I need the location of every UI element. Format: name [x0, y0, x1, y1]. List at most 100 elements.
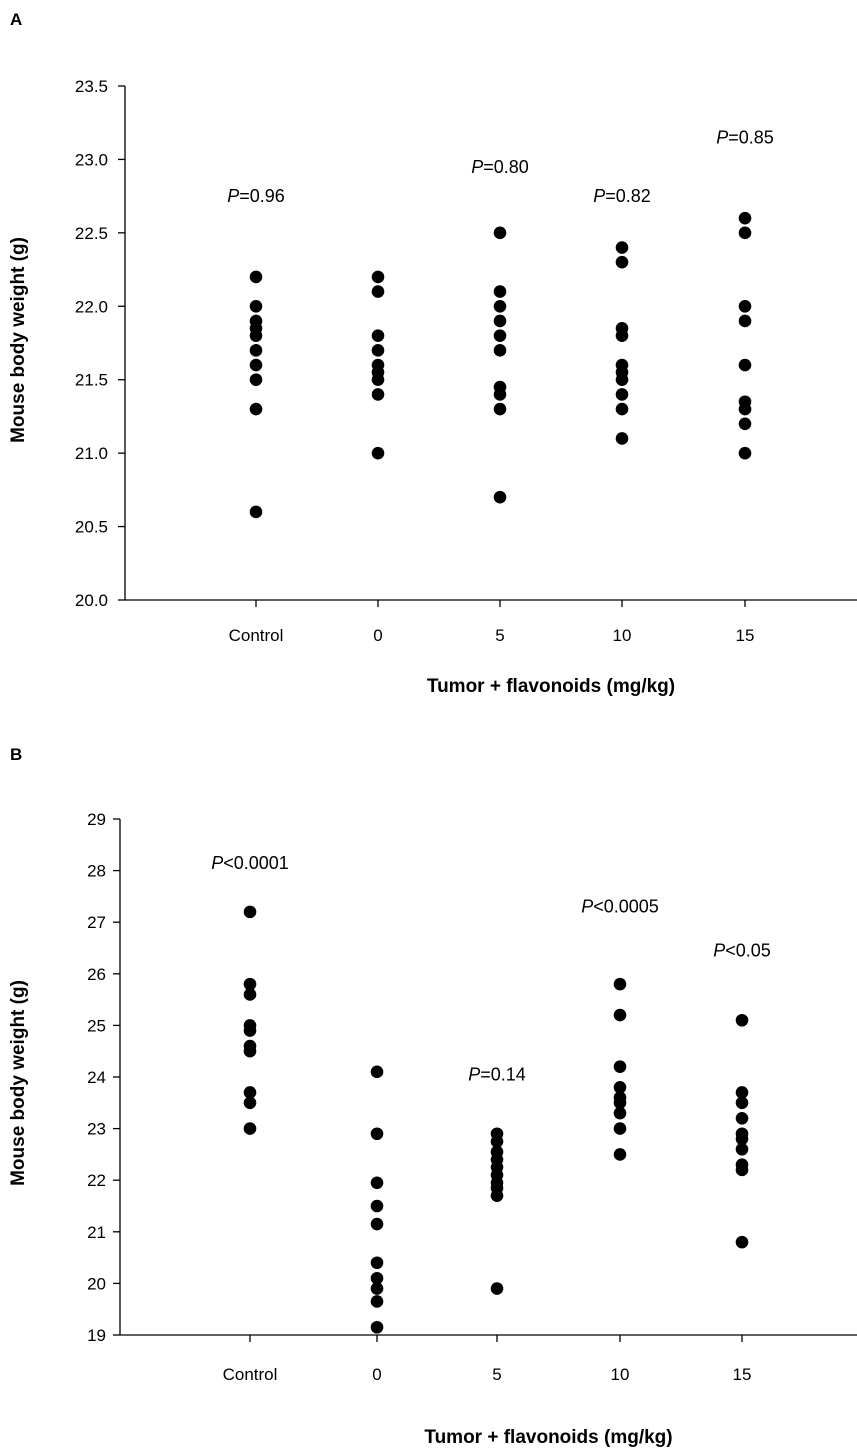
p-value-label-b: P<0.0001	[211, 853, 289, 873]
data-point-a	[249, 329, 263, 342]
data-point-b	[243, 1086, 257, 1099]
y-tick-label-a: 21.5	[75, 371, 108, 390]
x-tick-label-a: 10	[613, 626, 632, 645]
data-point-a	[738, 299, 752, 313]
data-point-b	[370, 1217, 384, 1231]
x-tick-label-b: 5	[492, 1365, 501, 1384]
y-tick-label-a: 22.0	[75, 297, 108, 316]
data-point-a	[371, 446, 385, 460]
data-point-a	[738, 226, 752, 240]
panel-label-b: B	[10, 745, 23, 764]
data-point-a	[738, 314, 752, 328]
p-value-label-b: P<0.05	[713, 941, 771, 961]
data-point-b	[370, 1320, 384, 1334]
y-tick-label-b: 25	[87, 1016, 106, 1035]
y-tick-label-b: 22	[87, 1171, 106, 1190]
data-point-a	[371, 373, 385, 387]
p-value-label-b: P<0.0005	[581, 897, 659, 917]
y-tick-label-b: 27	[87, 913, 106, 932]
data-point-b	[243, 1122, 257, 1135]
data-point-b	[490, 1135, 504, 1148]
y-tick-label-b: 29	[87, 810, 106, 829]
data-point-b	[370, 1176, 384, 1190]
y-tick-label-a: 21.0	[75, 444, 108, 463]
data-point-b	[243, 977, 257, 991]
data-point-a	[615, 402, 629, 416]
y-axis-title-b: Mouse body weight (g)	[8, 980, 29, 1186]
data-point-a	[615, 241, 629, 254]
data-point-a	[738, 402, 752, 416]
data-point-a	[738, 211, 752, 225]
chart-panel-b: B 19 20 21 22 23 24 25 26 27 28 29 Control 0 5 10 15 Tum…	[0, 730, 857, 1453]
y-tick-label-a: 20.5	[75, 518, 108, 537]
data-point-a	[249, 373, 263, 387]
data-point-b	[735, 1142, 749, 1156]
y-tick-label-a: 23.5	[75, 77, 108, 96]
scatter-chart-b: 19 20 21 22 23 24 25 26 27 28 29 Control 0 5 10 15 Tumor…	[8, 810, 857, 1448]
y-tick-label-a: 23.0	[75, 150, 108, 169]
p-value-label-a: P=0.85	[716, 127, 774, 147]
data-point-b	[243, 1096, 257, 1110]
data-point-b	[735, 1013, 749, 1027]
data-point-b	[735, 1235, 749, 1249]
data-point-a	[615, 255, 629, 269]
data-point-b	[243, 1044, 257, 1058]
data-point-a	[249, 299, 263, 313]
data-point-a	[493, 314, 507, 328]
x-tick-label-b: 0	[372, 1365, 381, 1384]
x-axis-title-a: Tumor + flavonoids (mg/kg)	[427, 676, 675, 697]
data-point-b	[613, 1148, 627, 1161]
data-point-b	[735, 1163, 749, 1177]
data-point-a	[738, 417, 752, 431]
data-point-b	[735, 1096, 749, 1110]
data-point-a	[371, 270, 385, 284]
data-point-b	[243, 988, 257, 1001]
data-point-a	[493, 285, 507, 298]
y-tick-label-b: 24	[87, 1068, 106, 1087]
data-point-b	[490, 1282, 504, 1295]
data-point-b	[490, 1189, 504, 1202]
data-point-a	[249, 358, 263, 372]
data-point-a	[249, 505, 263, 519]
data-point-b	[370, 1271, 384, 1285]
data-point-b	[370, 1199, 384, 1213]
p-value-label-a: P=0.80	[471, 157, 529, 177]
data-point-b	[370, 1256, 384, 1270]
x-tick-label-b: 15	[733, 1365, 752, 1384]
data-point-a	[738, 446, 752, 460]
data-point-b	[613, 977, 627, 991]
data-point-b	[243, 1024, 257, 1037]
panel-label-a: A	[10, 10, 23, 29]
y-tick-label-a: 20.0	[75, 591, 108, 610]
data-point-a	[371, 285, 385, 298]
data-point-a	[615, 432, 629, 445]
data-point-a	[493, 402, 507, 416]
y-axis-title-a: Mouse body weight (g)	[8, 237, 29, 443]
data-point-a	[738, 358, 752, 372]
data-point-b	[735, 1086, 749, 1099]
data-point-b	[243, 905, 257, 919]
data-point-b	[370, 1127, 384, 1141]
y-tick-label-b: 23	[87, 1120, 106, 1139]
data-point-a	[371, 329, 385, 342]
data-point-b	[735, 1111, 749, 1125]
y-tick-label-a: 22.5	[75, 224, 108, 243]
data-point-a	[371, 388, 385, 401]
y-tick-label-b: 19	[87, 1326, 106, 1345]
x-tick-label-a: Control	[229, 626, 284, 645]
y-tick-label-b: 28	[87, 862, 106, 881]
data-point-b	[370, 1295, 384, 1308]
data-point-a	[249, 402, 263, 416]
data-point-b	[370, 1065, 384, 1079]
data-point-a	[615, 329, 629, 342]
x-tick-label-a: 15	[736, 626, 755, 645]
x-tick-label-a: 0	[373, 626, 382, 645]
data-point-b	[613, 1096, 627, 1110]
data-point-a	[249, 344, 263, 357]
data-point-a	[493, 329, 507, 342]
p-value-label-a: P=0.96	[227, 186, 285, 206]
scatter-chart-a: 20.0 20.5 21.0 21.5 22.0 22.5 23.0 23.5 Control 0…	[8, 77, 857, 697]
data-point-b	[370, 1282, 384, 1295]
x-tick-label-b: 10	[611, 1365, 630, 1384]
y-tick-label-b: 20	[87, 1274, 106, 1293]
